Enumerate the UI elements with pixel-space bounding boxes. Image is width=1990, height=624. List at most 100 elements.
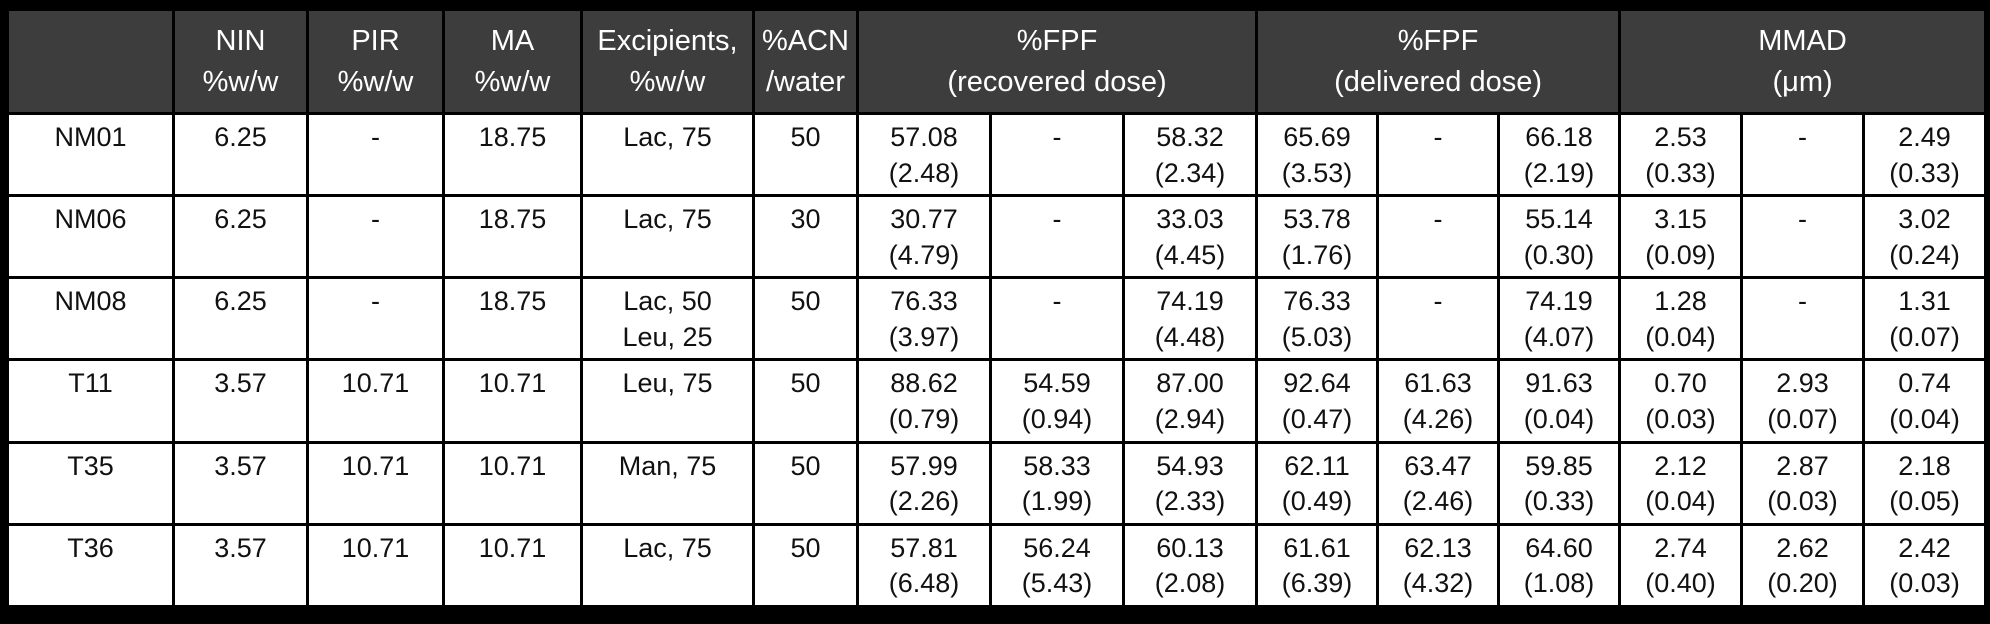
- pir-cell: -: [306, 111, 445, 198]
- std-dev: (0.03): [1767, 486, 1838, 517]
- fpf-recovered-cell-1: 57.08 (2.48): [856, 111, 992, 198]
- header-pir-line2: %w/w: [337, 65, 414, 98]
- value: 64.60: [1525, 532, 1593, 563]
- fpf-delivered-cell-3: 66.18 (2.19): [1497, 111, 1622, 198]
- header-pir-line1: PIR: [351, 25, 400, 58]
- std-dev: (0.49): [1281, 486, 1353, 517]
- row-id-cell: T36: [6, 522, 175, 609]
- header-mmad-line1: MMAD: [1758, 25, 1847, 58]
- value: 2.53: [1654, 122, 1707, 152]
- std-dev: (2.26): [888, 486, 960, 517]
- value: 61.61: [1283, 532, 1351, 563]
- std-dev: [1745, 320, 1861, 356]
- value: 57.99: [890, 450, 958, 481]
- std-dev: [994, 156, 1121, 192]
- std-dev: (5.03): [1281, 321, 1353, 352]
- ma-cell: 18.75: [442, 194, 583, 280]
- fpf-delivered-cell-2: -: [1376, 276, 1501, 362]
- value: 74.19: [1525, 286, 1593, 317]
- fpf-recovered-cell-2: -: [989, 276, 1125, 362]
- value: 87.00: [1156, 368, 1224, 399]
- std-dev: (2.33): [1154, 486, 1226, 517]
- std-dev: (0.04): [1645, 321, 1716, 352]
- table-row: NM06 6.25 - 18.75 Lac, 75 30 30.77 (4.79…: [6, 194, 1988, 280]
- fpf-delivered-cell-2: -: [1376, 194, 1501, 280]
- std-dev: (0.30): [1523, 239, 1595, 270]
- mmad-cell-2: -: [1740, 111, 1866, 198]
- header-acn-line2: /water: [766, 65, 845, 98]
- acn-cell: 30: [752, 194, 859, 280]
- fpf-recovered-cell-1: 88.62 (0.79): [856, 358, 992, 444]
- value: 1.28: [1654, 286, 1707, 317]
- fpf-recovered-cell-1: 30.77 (4.79): [856, 194, 992, 280]
- value: 2.49: [1898, 122, 1951, 152]
- std-dev: [1381, 238, 1496, 274]
- std-dev: (0.04): [1523, 404, 1595, 435]
- value: 59.85: [1525, 450, 1593, 481]
- nin-cell: 3.57: [172, 358, 309, 444]
- fpf-delivered-cell-3: 91.63 (0.04): [1497, 358, 1622, 444]
- std-dev: (4.32): [1402, 568, 1474, 599]
- excipients-cell: Lac, 75: [580, 194, 755, 280]
- std-dev: (0.04): [1645, 486, 1716, 517]
- fpf-recovered-cell-2: 56.24 (5.43): [989, 522, 1125, 609]
- excipients-cell: Lac, 75: [580, 111, 755, 198]
- header-mmad-line2: (μm): [1772, 65, 1833, 98]
- value: 3.02: [1898, 204, 1951, 235]
- std-dev: (3.53): [1281, 157, 1353, 188]
- table-row: NM08 6.25 - 18.75 Lac, 50 Leu, 25 50 76.…: [6, 276, 1988, 362]
- header-corner: [6, 8, 175, 115]
- std-dev: [994, 320, 1121, 356]
- value: 54.59: [1023, 368, 1091, 399]
- nin-cell: 6.25: [172, 194, 309, 280]
- row-id-cell: T35: [6, 440, 175, 526]
- value: 53.78: [1283, 204, 1351, 235]
- std-dev: (4.48): [1154, 321, 1226, 352]
- value: -: [1798, 204, 1808, 235]
- fpf-recovered-cell-1: 57.81 (6.48): [856, 522, 992, 609]
- value: -: [1052, 286, 1062, 317]
- std-dev: [1745, 156, 1861, 192]
- value: -: [1798, 122, 1808, 152]
- fpf-delivered-cell-1: 61.61 (6.39): [1255, 522, 1380, 609]
- fpf-recovered-cell-3: 74.19 (4.48): [1121, 276, 1259, 362]
- mmad-cell-2: -: [1740, 194, 1866, 280]
- value: 65.69: [1283, 122, 1351, 152]
- excipient-line-1: Man, 75: [618, 450, 717, 481]
- value: 0.74: [1898, 368, 1951, 399]
- value: -: [1052, 204, 1062, 235]
- value: 2.87: [1776, 450, 1829, 481]
- header-group-mmad: MMAD (μm): [1618, 8, 1988, 115]
- value: 30.77: [890, 204, 958, 235]
- mmad-cell-2: -: [1740, 276, 1866, 362]
- mmad-cell-1: 2.12 (0.04): [1618, 440, 1744, 526]
- header-excipients-line2: %w/w: [629, 65, 706, 98]
- fpf-delivered-cell-2: -: [1376, 111, 1501, 198]
- std-dev: (6.39): [1281, 568, 1353, 599]
- table-row: T11 3.57 10.71 10.71 Leu, 75 50 88.62 (0…: [6, 358, 1988, 444]
- std-dev: (0.07): [1889, 321, 1960, 352]
- mmad-cell-2: 2.87 (0.03): [1740, 440, 1866, 526]
- fpf-recovered-cell-1: 57.99 (2.26): [856, 440, 992, 526]
- header-fpf-delivered-line2: (delivered dose): [1334, 65, 1543, 98]
- fpf-delivered-cell-2: 62.13 (4.32): [1376, 522, 1501, 609]
- value: 76.33: [1283, 286, 1351, 317]
- std-dev: (2.08): [1154, 568, 1226, 599]
- row-id-cell: T11: [6, 358, 175, 444]
- std-dev: (0.79): [888, 404, 960, 435]
- value: 60.13: [1156, 532, 1224, 563]
- value: 56.24: [1023, 532, 1091, 563]
- row-id-cell: NM06: [6, 194, 175, 280]
- header-fpf-recovered-line2: (recovered dose): [947, 65, 1167, 98]
- mmad-cell-1: 3.15 (0.09): [1618, 194, 1744, 280]
- mmad-cell-1: 2.53 (0.33): [1618, 111, 1744, 198]
- fpf-delivered-cell-3: 59.85 (0.33): [1497, 440, 1622, 526]
- std-dev: (0.05): [1889, 486, 1960, 517]
- pir-cell: 10.71: [306, 358, 445, 444]
- value: 61.63: [1404, 368, 1472, 399]
- std-dev: (0.33): [1645, 157, 1716, 188]
- pir-cell: 10.71: [306, 440, 445, 526]
- value: 2.74: [1654, 532, 1707, 563]
- std-dev: (2.94): [1154, 404, 1226, 435]
